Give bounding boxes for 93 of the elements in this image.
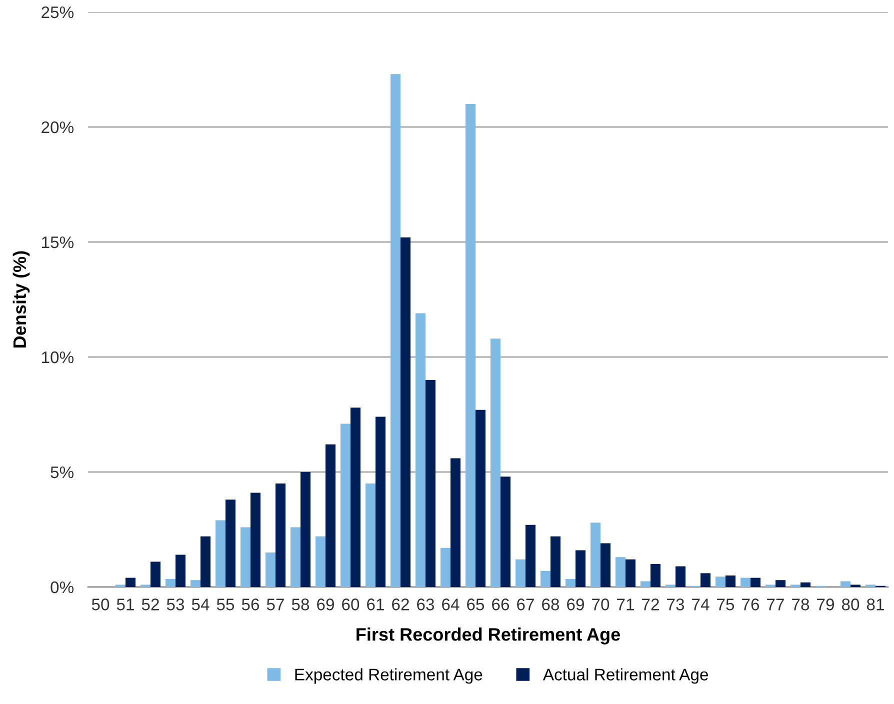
bar bbox=[726, 576, 736, 587]
bar bbox=[650, 564, 660, 587]
bar bbox=[126, 578, 136, 587]
y-tick-label: 25% bbox=[42, 6, 74, 18]
bar bbox=[176, 554, 186, 587]
bar bbox=[640, 581, 650, 587]
bar bbox=[590, 522, 600, 587]
bar bbox=[750, 578, 760, 587]
x-tick-label: 69 bbox=[567, 598, 584, 610]
bar bbox=[276, 484, 286, 587]
x-tick-label: 80 bbox=[842, 598, 860, 610]
bar bbox=[416, 313, 426, 587]
x-tick-label: 56 bbox=[242, 598, 260, 610]
x-tick-label: 63 bbox=[417, 598, 434, 610]
x-tick-label: 78 bbox=[792, 598, 810, 610]
bar bbox=[800, 582, 810, 587]
bar bbox=[476, 410, 486, 587]
x-tick-label: 52 bbox=[142, 598, 159, 610]
bar bbox=[166, 578, 176, 587]
y-axis-title: Density (%) bbox=[12, 251, 30, 348]
x-tick-label: 81 bbox=[866, 598, 884, 610]
bar bbox=[600, 543, 610, 587]
bar bbox=[240, 527, 250, 587]
x-tick-label: 71 bbox=[617, 598, 634, 610]
x-tick-label: 61 bbox=[367, 598, 384, 610]
x-tick-label: 69 bbox=[317, 598, 334, 610]
bar bbox=[326, 444, 336, 587]
bar bbox=[350, 408, 360, 587]
x-tick-label: 79 bbox=[817, 598, 834, 610]
bar bbox=[700, 573, 710, 587]
bar bbox=[216, 520, 226, 587]
bar bbox=[376, 416, 386, 587]
x-tick-label: 77 bbox=[767, 598, 784, 610]
legend-label: Expected Retirement Age bbox=[295, 668, 482, 684]
x-tick-label: 75 bbox=[717, 598, 734, 610]
bar bbox=[716, 576, 726, 587]
bar bbox=[740, 578, 750, 587]
y-tick-label: 5% bbox=[50, 466, 74, 478]
y-tick-label: 10% bbox=[42, 351, 74, 364]
bar bbox=[526, 524, 536, 587]
bar bbox=[540, 570, 550, 587]
bar bbox=[426, 380, 436, 587]
x-tick-label: 70 bbox=[592, 598, 610, 610]
bar bbox=[150, 562, 160, 587]
x-tick-label: 57 bbox=[266, 598, 284, 610]
x-tick-label: 51 bbox=[116, 598, 134, 610]
bar bbox=[840, 581, 850, 587]
x-tick-label: 58 bbox=[292, 598, 310, 610]
y-tick-label: 0% bbox=[50, 581, 74, 594]
bar bbox=[616, 557, 626, 587]
bar bbox=[266, 552, 276, 587]
x-tick-label: 54 bbox=[192, 598, 210, 610]
x-tick-label: 53 bbox=[166, 598, 184, 610]
x-tick-label: 64 bbox=[442, 598, 460, 610]
y-tick-label: 15% bbox=[42, 236, 74, 248]
bar bbox=[440, 548, 450, 587]
bar bbox=[340, 424, 350, 587]
bar bbox=[366, 484, 376, 587]
bar bbox=[190, 580, 200, 587]
x-tick-label: 66 bbox=[492, 598, 510, 610]
bar bbox=[226, 500, 236, 587]
bar bbox=[576, 550, 586, 587]
bar bbox=[566, 578, 576, 587]
x-axis-title: First Recorded Retirement Age bbox=[356, 628, 620, 644]
x-tick-label: 74 bbox=[692, 598, 710, 610]
bar bbox=[500, 476, 510, 587]
x-tick-label: 55 bbox=[216, 598, 234, 610]
bar bbox=[290, 527, 300, 587]
bar bbox=[550, 536, 560, 587]
bar bbox=[466, 104, 476, 587]
bar bbox=[250, 492, 260, 587]
x-tick-label: 65 bbox=[467, 598, 484, 610]
x-tick-label: 73 bbox=[667, 598, 684, 610]
x-tick-label: 62 bbox=[392, 598, 409, 610]
x-tick-label: 72 bbox=[642, 598, 659, 610]
bar bbox=[490, 338, 500, 587]
bar bbox=[776, 580, 786, 587]
y-tick-label: 20% bbox=[42, 121, 74, 134]
x-tick-label: 68 bbox=[542, 598, 560, 610]
x-tick-label: 50 bbox=[92, 598, 110, 610]
legend-label: Actual Retirement Age bbox=[542, 668, 708, 684]
x-tick-label: 67 bbox=[517, 598, 534, 610]
bar bbox=[516, 559, 526, 587]
x-tick-label: 76 bbox=[742, 598, 760, 610]
bar bbox=[450, 458, 460, 587]
bar bbox=[676, 566, 686, 587]
bar bbox=[300, 472, 310, 587]
bar bbox=[200, 536, 210, 587]
bar bbox=[316, 536, 326, 587]
x-tick-label: 60 bbox=[342, 598, 360, 610]
bar bbox=[400, 237, 410, 587]
bar bbox=[390, 74, 400, 587]
bar bbox=[626, 559, 636, 587]
